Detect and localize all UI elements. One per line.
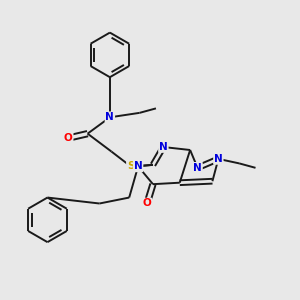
Text: N: N [159,142,168,152]
Text: S: S [127,161,134,171]
Text: N: N [193,163,202,173]
Text: N: N [106,112,114,122]
Text: O: O [143,199,152,208]
Text: O: O [64,133,73,143]
Text: N: N [214,154,223,164]
Text: N: N [134,161,142,171]
